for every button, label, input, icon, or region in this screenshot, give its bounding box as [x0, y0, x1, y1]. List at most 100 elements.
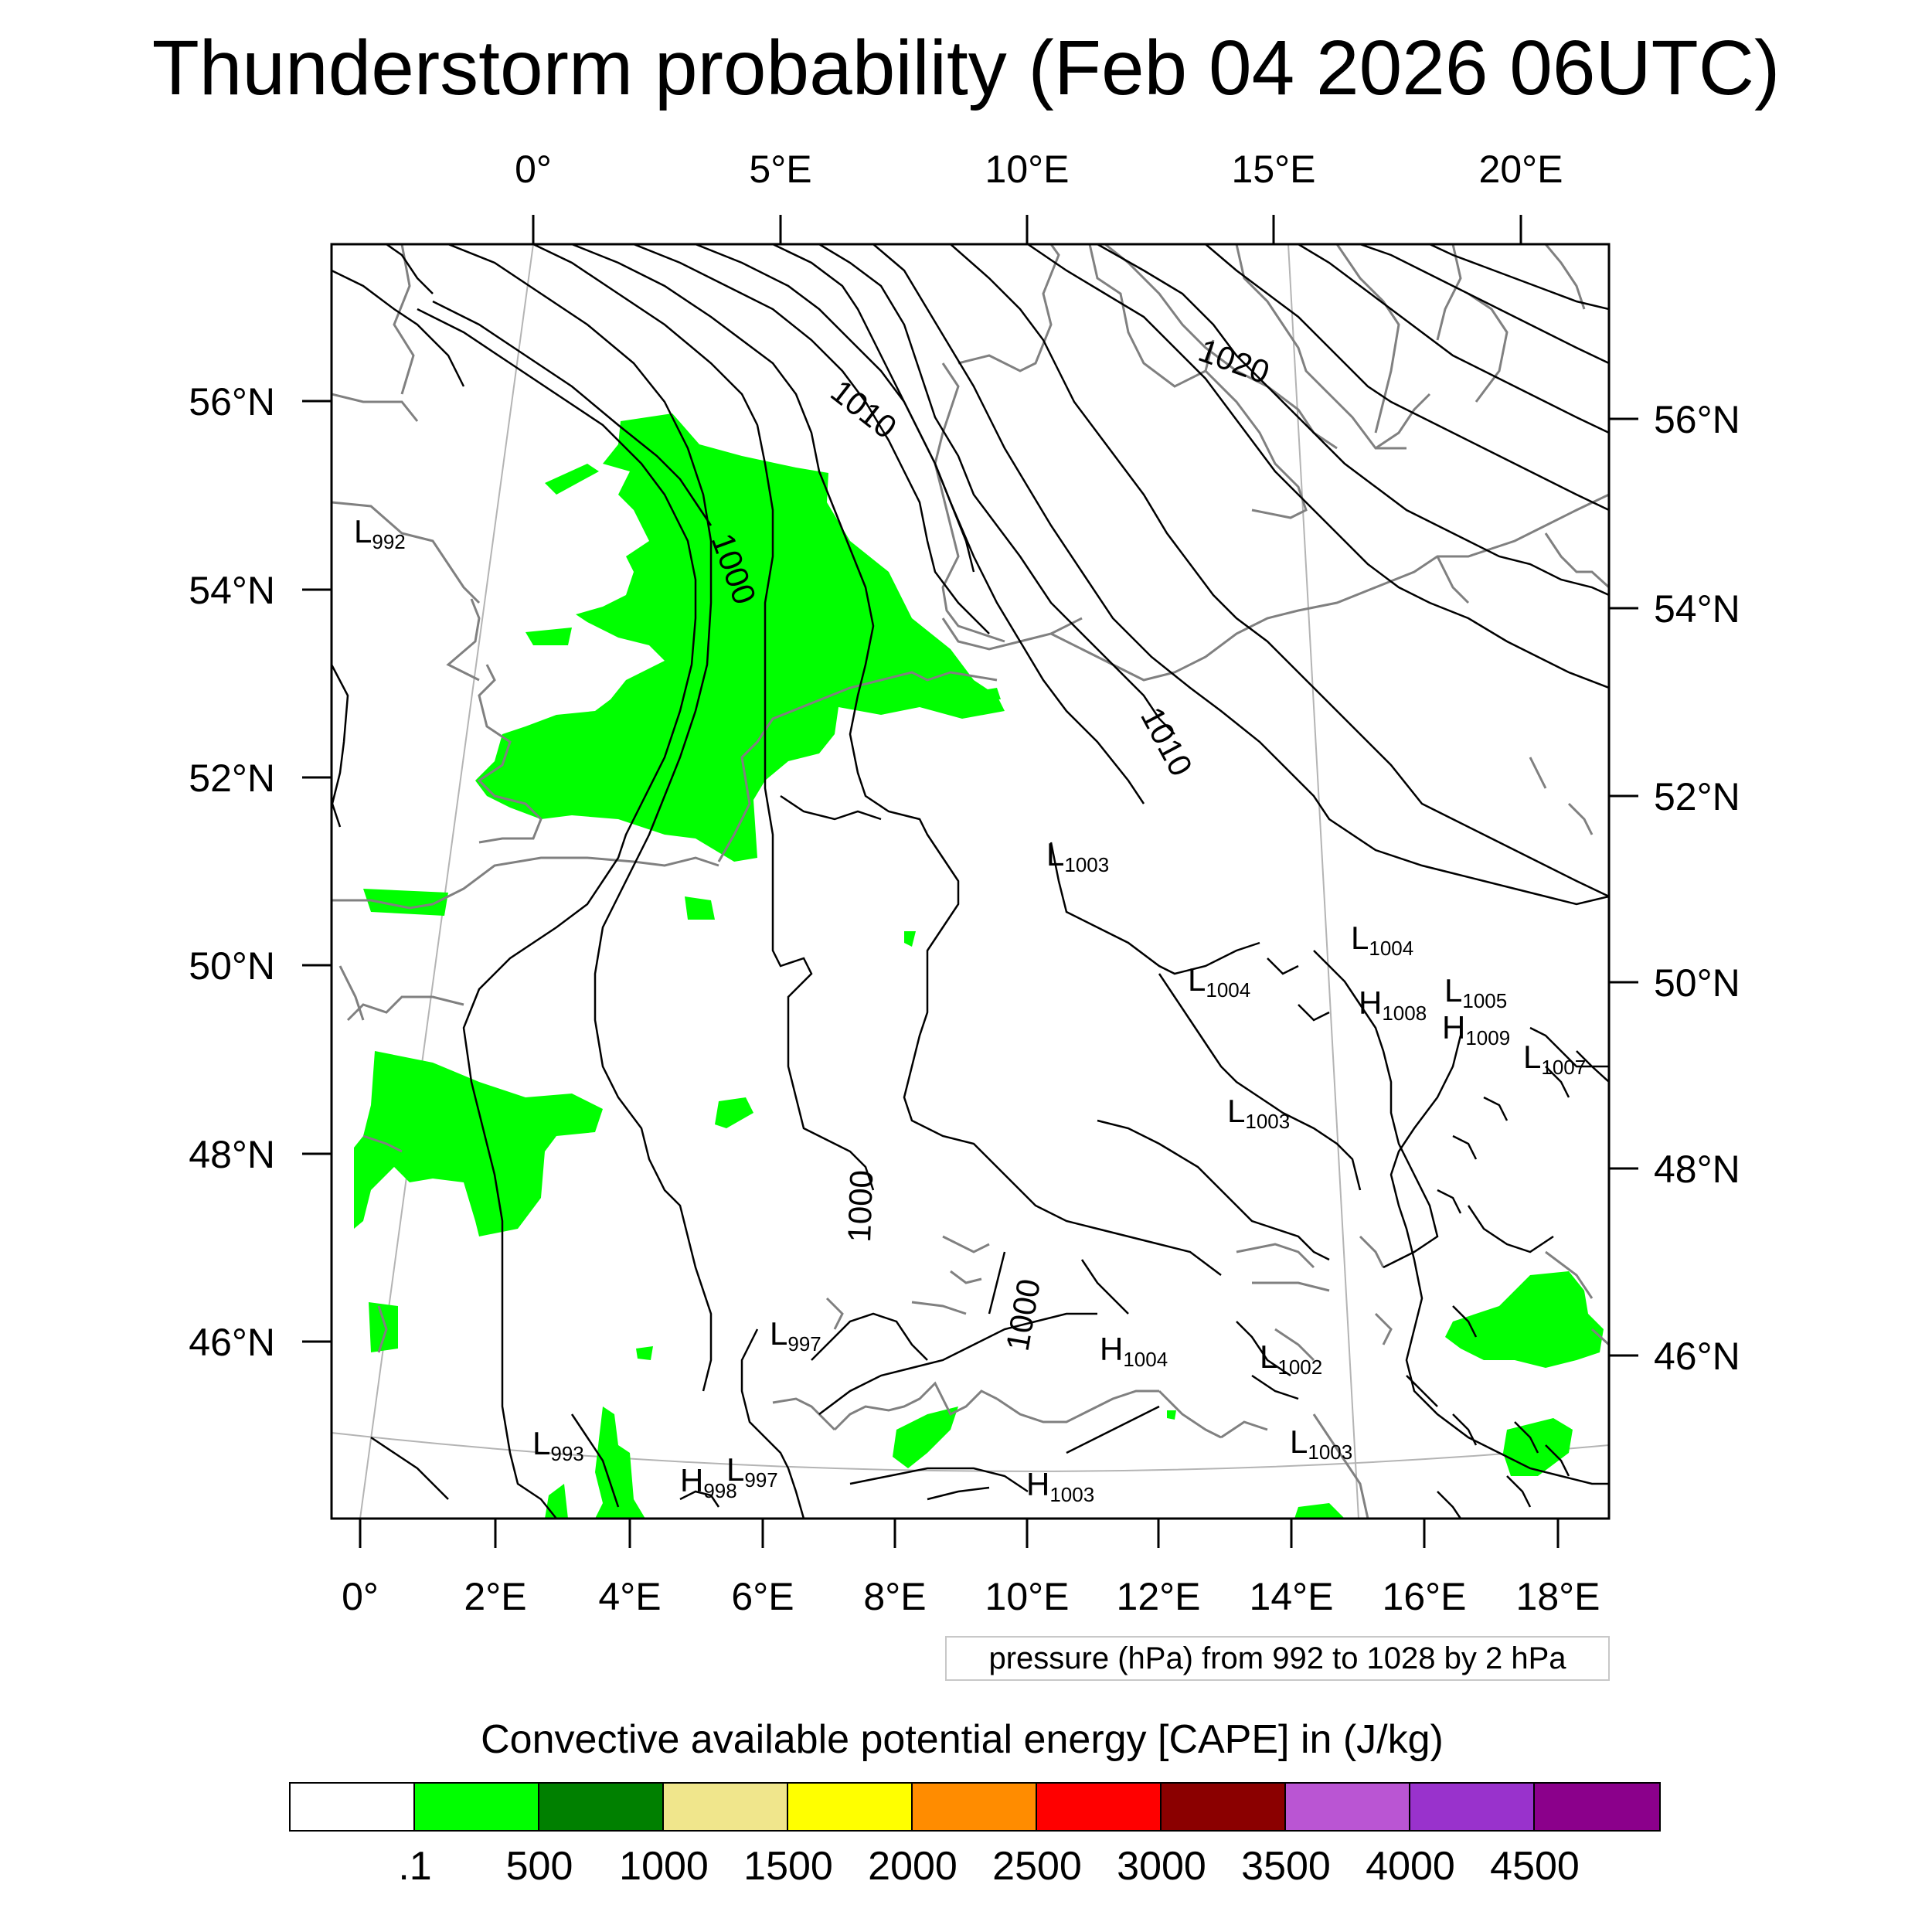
isobar — [1158, 973, 1362, 1191]
pressure-center: H1009 — [1442, 1009, 1510, 1049]
isobar-label: 1000 — [999, 1276, 1048, 1353]
pressure-center: L993 — [532, 1425, 584, 1465]
isobar — [1313, 950, 1439, 1269]
pressure-center: L1003 — [1227, 1093, 1290, 1133]
isobar — [1506, 1475, 1532, 1508]
isobar — [1452, 1305, 1478, 1338]
isobar — [818, 1312, 1097, 1415]
isobar — [1298, 1004, 1330, 1022]
isobar — [1267, 957, 1299, 975]
colorbar-swatch — [664, 1784, 788, 1830]
colorbar-swatch — [1162, 1784, 1286, 1830]
bottom-lon-label: 14°E — [1250, 1575, 1334, 1618]
cape-area-small-4 — [1167, 1410, 1176, 1420]
top-lon-label: 5°E — [749, 148, 811, 191]
isobar — [780, 794, 882, 821]
isobar — [849, 1467, 1029, 1493]
cape-area-north-sea-2 — [545, 464, 599, 495]
right-lat-label: 50°N — [1654, 961, 1740, 1005]
coastlines — [332, 244, 1609, 1519]
isobar — [872, 244, 1609, 906]
left-lat-label: 50°N — [189, 944, 275, 988]
isobar — [1576, 1050, 1609, 1083]
cape-area-france — [354, 1051, 603, 1236]
colorbar-swatch — [291, 1784, 415, 1830]
bottom-lon-label: 6°E — [731, 1575, 794, 1618]
colorbar-label: 2500 — [992, 1844, 1082, 1889]
colorbar-swatch — [788, 1784, 913, 1830]
pressure-center: L1003 — [1046, 836, 1109, 876]
isobar — [1027, 244, 1609, 689]
isobar — [1236, 1321, 1291, 1377]
pressure-center: L1007 — [1523, 1039, 1586, 1079]
isobar — [432, 300, 713, 526]
left-lat-label: 56°N — [189, 380, 275, 423]
colorbar-label: .1 — [398, 1844, 432, 1889]
left-lat-label: 48°N — [189, 1133, 275, 1176]
isobar — [1514, 1421, 1539, 1454]
bottom-lon-label: 10°E — [985, 1575, 1070, 1618]
isobar — [950, 244, 1609, 898]
isobar — [1097, 244, 1609, 597]
isobar — [1389, 1035, 1609, 1485]
bottom-lon-label: 16°E — [1383, 1575, 1467, 1618]
isobar — [332, 269, 465, 387]
cape-area-channel — [363, 889, 448, 916]
isobar — [570, 1413, 620, 1508]
pressure-center: H1004 — [1100, 1331, 1168, 1371]
colorbar — [289, 1782, 1661, 1832]
bottom-lon-label: 4°E — [598, 1575, 661, 1618]
colorbar-swatch — [1286, 1784, 1410, 1830]
top-lon-label: 20°E — [1479, 148, 1563, 191]
top-lon-label: 10°E — [985, 148, 1070, 191]
pressure-center: L1002 — [1260, 1338, 1322, 1379]
pressure-center: H998 — [680, 1462, 737, 1502]
right-lat-label: 56°N — [1654, 398, 1740, 441]
colorbar-swatch — [1037, 1784, 1162, 1830]
isobar — [1080, 1259, 1129, 1315]
isobar-label: 1010 — [1134, 701, 1199, 782]
cape-area-north-sea — [475, 413, 1005, 862]
pressure-center: L997 — [770, 1315, 821, 1355]
isobar — [772, 244, 1145, 804]
isobar — [1066, 1405, 1160, 1454]
pressure-center: L1003 — [1290, 1423, 1352, 1464]
isobar — [1545, 1444, 1570, 1477]
cape-area-small-1 — [904, 931, 916, 947]
isobar — [386, 244, 434, 294]
isobar — [571, 244, 1222, 1276]
colorbar-title: Convective available potential energy [C… — [481, 1717, 1444, 1762]
right-lat-label: 52°N — [1654, 775, 1740, 818]
graticule — [332, 244, 1609, 1519]
isobar — [1205, 244, 1609, 512]
isobar — [1437, 1491, 1462, 1519]
cape-area-small-3 — [636, 1346, 653, 1360]
isobar — [633, 244, 990, 634]
colorbar-swatch — [1410, 1784, 1535, 1830]
isobar — [370, 1436, 449, 1500]
pressure-center: H1003 — [1026, 1466, 1094, 1506]
isobar — [1429, 244, 1609, 311]
isobar — [447, 244, 713, 1392]
left-lat-label: 46°N — [189, 1321, 275, 1364]
isobar — [1452, 1413, 1478, 1446]
bottom-lon-label: 12°E — [1117, 1575, 1201, 1618]
left-lat-label: 54°N — [189, 569, 275, 612]
colorbar-label: 4000 — [1366, 1844, 1455, 1889]
isobar — [1545, 1066, 1570, 1098]
top-lon-label: 0° — [515, 148, 552, 191]
cape-area-ligurian — [893, 1406, 958, 1468]
right-lat-label: 48°N — [1654, 1148, 1740, 1191]
isobar — [417, 308, 697, 1519]
colorbar-label: 2000 — [868, 1844, 957, 1889]
cape-area-hungary — [1445, 1271, 1604, 1368]
colorbar-swatch — [415, 1784, 539, 1830]
cape-area-biscay — [369, 1302, 398, 1352]
cape-area-small-2 — [983, 688, 1001, 699]
isobar — [1251, 1374, 1299, 1400]
pressure-center: L1005 — [1444, 972, 1507, 1012]
pressure-center: L997 — [726, 1451, 778, 1492]
colorbar-swatch — [1535, 1784, 1659, 1830]
isobar — [927, 1486, 990, 1501]
